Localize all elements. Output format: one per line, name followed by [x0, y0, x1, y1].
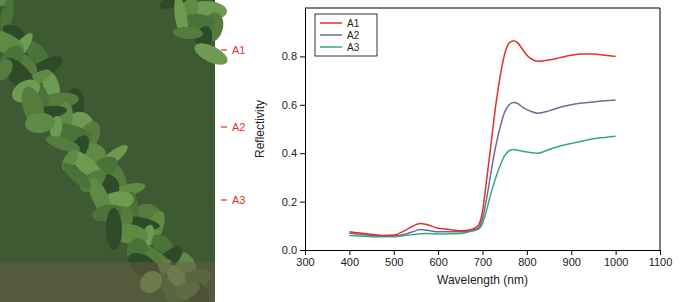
- series-line: [349, 136, 615, 236]
- frame-top: [305, 8, 660, 9]
- legend: A1A2A3: [315, 14, 377, 56]
- x-tick-mark: [305, 250, 306, 255]
- y-axis-line: [305, 9, 306, 251]
- annotation: A2: [232, 121, 245, 133]
- x-axis: 300 400 500 600 700 800 900 1000 1100: [296, 250, 672, 268]
- x-axis-title: Wavelength (nm): [437, 273, 528, 287]
- y-tick: 0.2: [282, 196, 305, 208]
- x-tick-mark: [438, 250, 439, 255]
- legend-box: [315, 14, 377, 56]
- photo-leaf: [0, 56, 17, 85]
- y-tick-mark: [300, 202, 305, 203]
- x-tick-label: 500: [385, 256, 403, 268]
- y-tick-mark: [300, 56, 305, 57]
- x-tick-mark: [660, 250, 661, 255]
- x-tick-label: 1100: [649, 256, 673, 268]
- photo-leaf: [191, 39, 230, 69]
- y-tick-mark: [300, 105, 305, 106]
- x-tick-label: 700: [474, 256, 492, 268]
- photo-ground: [0, 262, 215, 302]
- annotation-dash: [221, 49, 227, 50]
- x-tick-label: 900: [563, 256, 581, 268]
- x-tick: 1100: [649, 250, 673, 268]
- photo-leaf: [60, 159, 95, 192]
- x-tick: 900: [563, 250, 581, 268]
- photo-leaf: [173, 26, 204, 40]
- x-tick: 400: [341, 250, 359, 268]
- y-tick-label: 0.8: [282, 50, 297, 62]
- legend-swatch: [320, 34, 342, 36]
- x-tick-label: 300: [296, 256, 314, 268]
- x-tick: 300: [296, 250, 314, 268]
- legend-swatch: [320, 46, 342, 48]
- y-axis-title: Reflectivity: [253, 100, 267, 158]
- x-tick: 700: [474, 250, 492, 268]
- plot-area: [349, 41, 615, 237]
- y-tick: 0.6: [282, 99, 305, 111]
- series-line: [349, 100, 615, 236]
- annotation: A1: [232, 44, 245, 56]
- x-tick-mark: [349, 250, 350, 255]
- photo-background: [0, 0, 215, 302]
- x-tick-mark: [616, 250, 617, 255]
- y-tick: 0.0: [282, 244, 305, 256]
- series-line: [349, 41, 615, 236]
- photo: [0, 0, 231, 302]
- legend-label: A1: [347, 18, 360, 29]
- annotation-dash: [221, 126, 227, 127]
- x-tick-mark: [483, 250, 484, 255]
- legend-swatch: [320, 22, 342, 24]
- x-tick-mark: [571, 250, 572, 255]
- frame-right: [660, 8, 661, 250]
- chart: A1A2A3300400500600700800900100011000.00.…: [0, 0, 685, 302]
- x-tick-label: 800: [518, 256, 536, 268]
- photo-leaf: [106, 208, 123, 250]
- y-tick: 0.8: [282, 50, 305, 62]
- y-tick-label: 0.2: [282, 196, 297, 208]
- legend-label: A3: [347, 42, 360, 53]
- x-tick: 800: [518, 250, 536, 268]
- x-tick: 1000: [604, 250, 628, 268]
- y-tick-label: 0.0: [282, 244, 297, 256]
- annotation-dash: [221, 199, 227, 200]
- x-tick-label: 600: [429, 256, 447, 268]
- x-tick-mark: [394, 250, 395, 255]
- x-tick-label: 400: [341, 256, 359, 268]
- y-tick-mark: [300, 250, 305, 251]
- y-tick: 0.4: [282, 147, 305, 159]
- legend-label: A2: [347, 30, 360, 41]
- y-tick-mark: [300, 153, 305, 154]
- x-tick: 500: [385, 250, 403, 268]
- annotation: A3: [232, 194, 245, 206]
- y-tick-label: 0.4: [282, 147, 297, 159]
- x-tick-mark: [527, 250, 528, 255]
- x-tick: 600: [429, 250, 447, 268]
- photo-leaf: [24, 112, 56, 135]
- x-tick-label: 1000: [604, 256, 628, 268]
- y-tick-label: 0.6: [282, 99, 297, 111]
- y-axis: 0.0 0.2 0.4 0.6 0.8: [282, 9, 306, 257]
